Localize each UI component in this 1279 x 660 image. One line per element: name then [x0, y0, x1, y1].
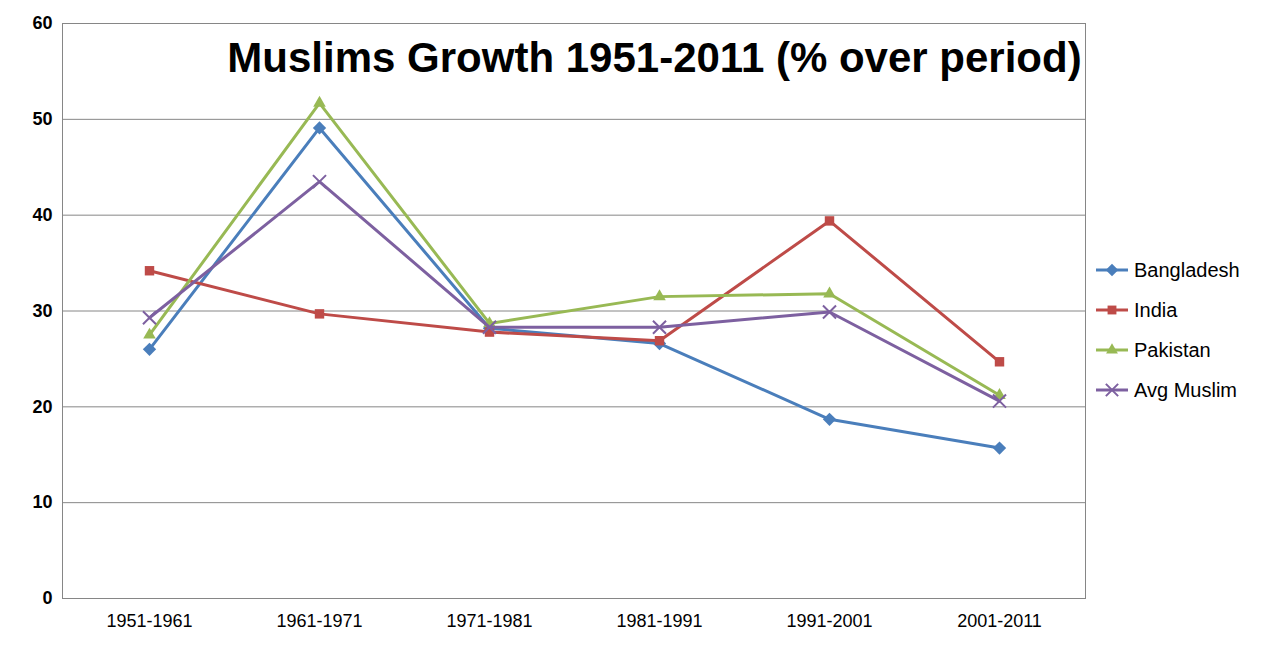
svg-text:10: 10: [32, 492, 52, 512]
svg-text:30: 30: [32, 301, 52, 321]
svg-text:1991-2001: 1991-2001: [786, 611, 872, 631]
svg-text:2001-2011: 2001-2011: [957, 611, 1042, 631]
svg-text:1961-1971: 1961-1971: [276, 611, 362, 631]
svg-text:40: 40: [32, 205, 52, 225]
html-text:India: India: [1134, 298, 1178, 321]
svg-text:0: 0: [42, 588, 52, 608]
html-text:Muslims Growth 1951-2011 (% ov: Muslims Growth 1951-2011 (% over period): [227, 34, 1082, 81]
html-text:Pakistan: Pakistan: [1134, 338, 1211, 361]
svg-text:1951-1961: 1951-1961: [106, 611, 192, 631]
html-text:Bangladesh: Bangladesh: [1134, 258, 1240, 281]
svg-text:1981-1991: 1981-1991: [616, 611, 702, 631]
svg-text:1971-1981: 1971-1981: [446, 611, 532, 631]
html-text:Avg Muslim: Avg Muslim: [1134, 378, 1237, 401]
svg-text:60: 60: [32, 13, 52, 33]
svg-text:50: 50: [32, 109, 52, 129]
svg-text:20: 20: [32, 397, 52, 417]
